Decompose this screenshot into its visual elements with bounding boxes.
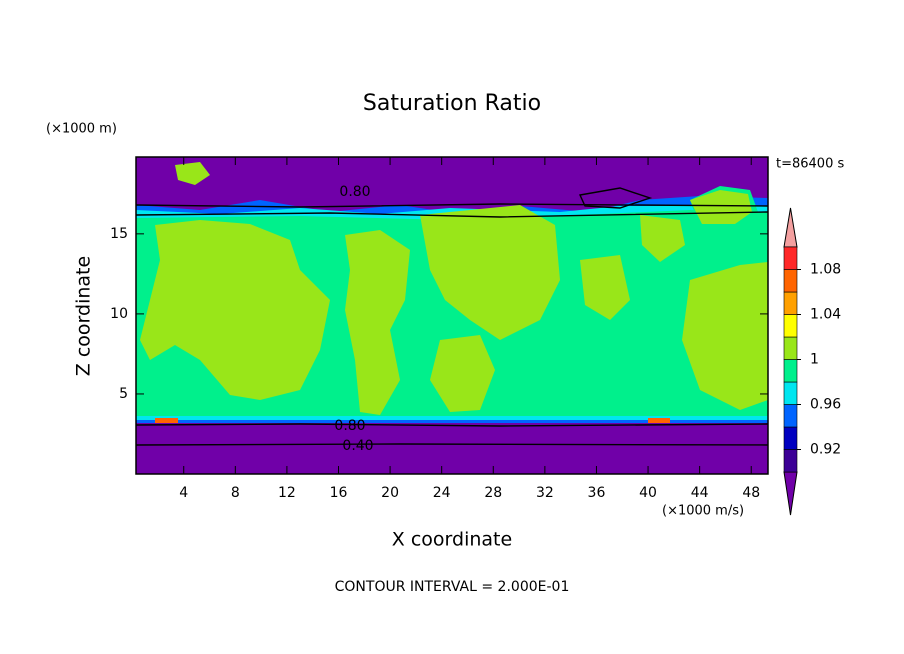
contour-line bbox=[136, 203, 768, 208]
y-tick-label: 5 bbox=[119, 386, 128, 402]
colorbar-band bbox=[783, 404, 798, 428]
contour-line bbox=[578, 187, 653, 209]
time-label: t=86400 s bbox=[776, 157, 844, 172]
x-tick-label: 36 bbox=[588, 485, 606, 501]
colorbar-band bbox=[783, 246, 798, 270]
contour-region bbox=[690, 190, 752, 224]
field bbox=[136, 157, 768, 474]
contour-region bbox=[640, 215, 685, 262]
x-tick-label: 32 bbox=[536, 485, 554, 501]
colorbar-band bbox=[783, 359, 798, 383]
colorbar-label: 0.92 bbox=[810, 442, 841, 458]
colorbar-label: 1.08 bbox=[810, 262, 841, 278]
colorbar-label: 1.04 bbox=[810, 307, 841, 323]
contour-line bbox=[136, 423, 768, 427]
contour-region bbox=[682, 262, 768, 410]
colorbar-band bbox=[783, 381, 798, 405]
contour-region bbox=[175, 162, 210, 185]
contour-label: 0.80 bbox=[339, 184, 370, 200]
footer: CONTOUR INTERVAL = 2.000E-01 bbox=[335, 579, 570, 595]
colorbar-band bbox=[783, 449, 798, 473]
y-axis-title: Z coordinate bbox=[73, 256, 95, 376]
contour-label: 0.80 bbox=[334, 418, 365, 434]
x-tick-label: 28 bbox=[484, 485, 502, 501]
contour-region bbox=[155, 418, 178, 423]
colorbar-label: 0.96 bbox=[810, 397, 841, 413]
y-tick-label: 15 bbox=[110, 226, 128, 242]
contour-line bbox=[136, 211, 768, 218]
colorbar-under bbox=[783, 471, 798, 516]
x-tick-label: 20 bbox=[381, 485, 399, 501]
colorbar-over bbox=[783, 207, 798, 248]
contour-region bbox=[345, 230, 410, 415]
colorbar-band bbox=[783, 314, 798, 338]
contour-label: 0.40 bbox=[342, 438, 373, 454]
y-units: (×1000 m) bbox=[46, 122, 117, 137]
contour-region bbox=[430, 335, 495, 412]
y-tick-label: 10 bbox=[110, 306, 128, 322]
x-tick-label: 8 bbox=[231, 485, 240, 501]
x-tick-label: 40 bbox=[639, 485, 657, 501]
colorbar-band bbox=[783, 269, 798, 293]
colorbar-band bbox=[783, 336, 798, 360]
x-tick-label: 12 bbox=[278, 485, 296, 501]
chart-title: Saturation Ratio bbox=[363, 91, 541, 116]
contour-region bbox=[580, 255, 630, 320]
contour-region bbox=[136, 416, 768, 420]
contour-region bbox=[140, 220, 330, 400]
x-axis-title: X coordinate bbox=[392, 529, 512, 551]
x-tick-label: 16 bbox=[330, 485, 348, 501]
colorbar-band bbox=[783, 426, 798, 450]
contour-region bbox=[420, 205, 560, 340]
contour-line bbox=[136, 443, 768, 446]
x-units: (×1000 m/s) bbox=[662, 504, 744, 519]
plot-frame bbox=[135, 156, 769, 475]
colorbar-band bbox=[783, 291, 798, 315]
x-tick-label: 48 bbox=[742, 485, 760, 501]
x-tick-label: 24 bbox=[433, 485, 451, 501]
x-tick-label: 4 bbox=[179, 485, 188, 501]
colorbar-label: 1 bbox=[810, 352, 819, 368]
contour-region bbox=[648, 418, 670, 423]
x-tick-label: 44 bbox=[691, 485, 709, 501]
